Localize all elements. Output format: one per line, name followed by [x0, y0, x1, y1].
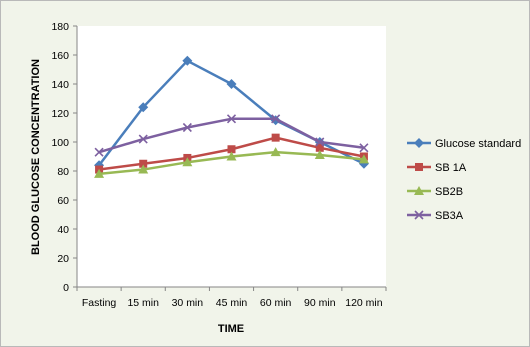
- legend-label: SB 1A: [435, 162, 467, 174]
- data-point: [359, 143, 369, 153]
- data-point: [226, 114, 237, 124]
- data-point: [315, 137, 325, 147]
- legend: Glucose standard SB 1A SB2B SB3A: [407, 138, 521, 222]
- series-3: [94, 114, 369, 157]
- x-tick-label: 45 min: [216, 297, 248, 309]
- y-axis-title: BLOOD GLUCOSE CONCENTRATION: [30, 59, 42, 255]
- data-point: [271, 133, 280, 142]
- legend-label: SB3A: [435, 210, 464, 222]
- legend-item: SB 1A: [407, 162, 467, 174]
- data-point: [271, 114, 281, 124]
- legend-marker: [414, 210, 424, 220]
- legend-item: SB2B: [407, 186, 463, 198]
- y-tick-label: 80: [57, 166, 69, 178]
- x-axis: Fasting 15 min 30 min 45 min 60 min 90 min 120…: [76, 286, 387, 309]
- y-tick-label: 0: [63, 282, 69, 294]
- legend-label: SB2B: [435, 186, 463, 198]
- legend-marker: [415, 163, 423, 171]
- x-tick-label: 120 min: [345, 297, 383, 309]
- data-point: [138, 164, 149, 174]
- y-tick-label: 140: [51, 79, 69, 91]
- legend-marker: [414, 138, 424, 148]
- x-tick-label: Fasting: [82, 297, 117, 309]
- data-point: [358, 154, 369, 164]
- data-point: [139, 159, 148, 168]
- legend-item: Glucose standard: [407, 138, 521, 150]
- data-point: [270, 147, 281, 157]
- data-point: [182, 157, 193, 167]
- y-tick-label: 160: [51, 50, 69, 62]
- x-tick-label: 15 min: [127, 297, 159, 309]
- data-point: [226, 79, 237, 89]
- data-point: [226, 151, 237, 161]
- data-point: [94, 147, 104, 157]
- legend-item: SB3A: [407, 210, 464, 222]
- legend-label: Glucose standard: [435, 138, 521, 150]
- series-2: [94, 147, 369, 178]
- data-point: [314, 150, 325, 160]
- y-tick-label: 60: [57, 195, 69, 207]
- y-tick-label: 100: [51, 137, 69, 149]
- legend-marker: [414, 186, 424, 195]
- x-tick-label: 30 min: [172, 297, 204, 309]
- x-axis-title: TIME: [218, 323, 244, 335]
- y-tick-label: 40: [57, 224, 69, 236]
- y-tick-label: 180: [51, 21, 69, 33]
- series-layer: [94, 55, 369, 178]
- x-tick-label: 90 min: [304, 297, 336, 309]
- data-point: [182, 122, 192, 133]
- data-point: [94, 168, 105, 178]
- x-tick-label: 60 min: [260, 297, 292, 309]
- data-point: [138, 102, 149, 113]
- data-point: [182, 55, 193, 66]
- data-point: [315, 143, 324, 152]
- y-tick-label: 120: [51, 108, 69, 120]
- data-point: [227, 145, 236, 154]
- y-axis: 0 20 40 60 80 100 120 140 160 180: [51, 21, 78, 294]
- y-tick-label: 20: [57, 253, 69, 265]
- data-point: [138, 134, 148, 144]
